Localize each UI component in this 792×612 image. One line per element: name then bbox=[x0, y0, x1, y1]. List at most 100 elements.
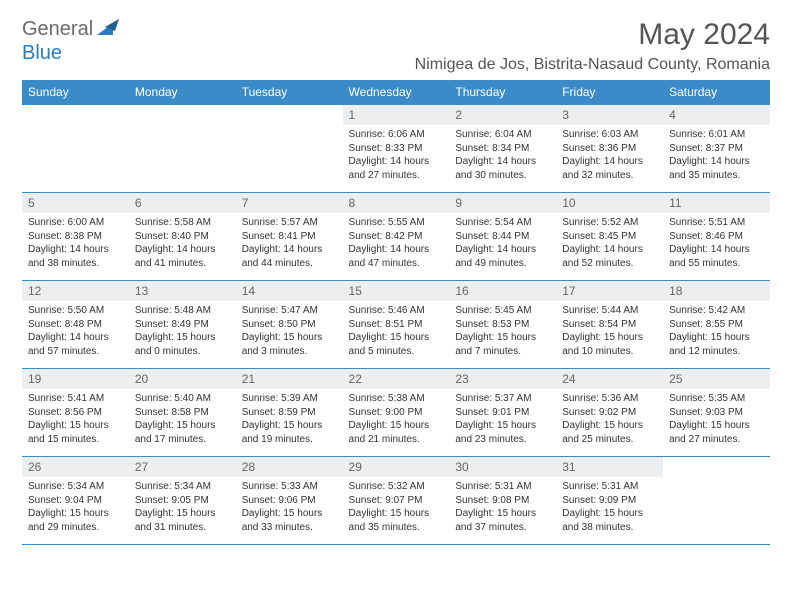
calendar-cell: 8Sunrise: 5:55 AMSunset: 8:42 PMDaylight… bbox=[343, 193, 450, 281]
day-number: 27 bbox=[129, 457, 236, 477]
calendar-cell: 19Sunrise: 5:41 AMSunset: 8:56 PMDayligh… bbox=[22, 369, 129, 457]
day-number: 25 bbox=[663, 369, 770, 389]
calendar-cell: 14Sunrise: 5:47 AMSunset: 8:50 PMDayligh… bbox=[236, 281, 343, 369]
day-number: 9 bbox=[449, 193, 556, 213]
day-number: 10 bbox=[556, 193, 663, 213]
calendar-row: 12Sunrise: 5:50 AMSunset: 8:48 PMDayligh… bbox=[22, 281, 770, 369]
day-number: 5 bbox=[22, 193, 129, 213]
calendar-cell: 4Sunrise: 6:01 AMSunset: 8:37 PMDaylight… bbox=[663, 105, 770, 193]
day-number: 2 bbox=[449, 105, 556, 125]
day-details: Sunrise: 5:58 AMSunset: 8:40 PMDaylight:… bbox=[129, 213, 236, 272]
day-details: Sunrise: 5:34 AMSunset: 9:04 PMDaylight:… bbox=[22, 477, 129, 536]
day-number: 23 bbox=[449, 369, 556, 389]
day-number: 1 bbox=[343, 105, 450, 125]
day-number: 30 bbox=[449, 457, 556, 477]
day-number: 26 bbox=[22, 457, 129, 477]
day-number: 18 bbox=[663, 281, 770, 301]
day-details: Sunrise: 5:44 AMSunset: 8:54 PMDaylight:… bbox=[556, 301, 663, 360]
day-number: 14 bbox=[236, 281, 343, 301]
day-number: 6 bbox=[129, 193, 236, 213]
day-details: Sunrise: 5:46 AMSunset: 8:51 PMDaylight:… bbox=[343, 301, 450, 360]
calendar-cell: 12Sunrise: 5:50 AMSunset: 8:48 PMDayligh… bbox=[22, 281, 129, 369]
day-details: Sunrise: 5:47 AMSunset: 8:50 PMDaylight:… bbox=[236, 301, 343, 360]
calendar-cell: 21Sunrise: 5:39 AMSunset: 8:59 PMDayligh… bbox=[236, 369, 343, 457]
day-details: Sunrise: 6:00 AMSunset: 8:38 PMDaylight:… bbox=[22, 213, 129, 272]
calendar-cell: 10Sunrise: 5:52 AMSunset: 8:45 PMDayligh… bbox=[556, 193, 663, 281]
calendar-cell: 11Sunrise: 5:51 AMSunset: 8:46 PMDayligh… bbox=[663, 193, 770, 281]
location-text: Nimigea de Jos, Bistrita-Nasaud County, … bbox=[22, 56, 770, 74]
calendar-cell bbox=[236, 105, 343, 193]
day-number: 16 bbox=[449, 281, 556, 301]
logo-triangle-icon bbox=[97, 19, 119, 40]
weekday-header: Thursday bbox=[449, 80, 556, 105]
calendar-cell: 2Sunrise: 6:04 AMSunset: 8:34 PMDaylight… bbox=[449, 105, 556, 193]
day-number: 28 bbox=[236, 457, 343, 477]
calendar-cell: 17Sunrise: 5:44 AMSunset: 8:54 PMDayligh… bbox=[556, 281, 663, 369]
day-number: 29 bbox=[343, 457, 450, 477]
day-details: Sunrise: 5:41 AMSunset: 8:56 PMDaylight:… bbox=[22, 389, 129, 448]
calendar-header-row: SundayMondayTuesdayWednesdayThursdayFrid… bbox=[22, 80, 770, 105]
calendar-cell: 5Sunrise: 6:00 AMSunset: 8:38 PMDaylight… bbox=[22, 193, 129, 281]
day-number: 3 bbox=[556, 105, 663, 125]
day-details: Sunrise: 5:52 AMSunset: 8:45 PMDaylight:… bbox=[556, 213, 663, 272]
calendar-cell: 25Sunrise: 5:35 AMSunset: 9:03 PMDayligh… bbox=[663, 369, 770, 457]
day-details: Sunrise: 5:38 AMSunset: 9:00 PMDaylight:… bbox=[343, 389, 450, 448]
day-number: 21 bbox=[236, 369, 343, 389]
calendar-cell: 24Sunrise: 5:36 AMSunset: 9:02 PMDayligh… bbox=[556, 369, 663, 457]
weekday-header: Sunday bbox=[22, 80, 129, 105]
day-details: Sunrise: 5:35 AMSunset: 9:03 PMDaylight:… bbox=[663, 389, 770, 448]
day-number: 17 bbox=[556, 281, 663, 301]
calendar-cell: 16Sunrise: 5:45 AMSunset: 8:53 PMDayligh… bbox=[449, 281, 556, 369]
day-details: Sunrise: 5:50 AMSunset: 8:48 PMDaylight:… bbox=[22, 301, 129, 360]
weekday-header: Friday bbox=[556, 80, 663, 105]
day-number: 4 bbox=[663, 105, 770, 125]
logo-text-general: General bbox=[22, 18, 93, 41]
calendar-cell: 13Sunrise: 5:48 AMSunset: 8:49 PMDayligh… bbox=[129, 281, 236, 369]
day-details: Sunrise: 5:39 AMSunset: 8:59 PMDaylight:… bbox=[236, 389, 343, 448]
day-details: Sunrise: 5:55 AMSunset: 8:42 PMDaylight:… bbox=[343, 213, 450, 272]
day-number: 11 bbox=[663, 193, 770, 213]
day-number: 20 bbox=[129, 369, 236, 389]
header: General May 2024 bbox=[22, 18, 770, 52]
calendar-cell: 20Sunrise: 5:40 AMSunset: 8:58 PMDayligh… bbox=[129, 369, 236, 457]
calendar-cell: 23Sunrise: 5:37 AMSunset: 9:01 PMDayligh… bbox=[449, 369, 556, 457]
day-details: Sunrise: 5:32 AMSunset: 9:07 PMDaylight:… bbox=[343, 477, 450, 536]
calendar-cell: 1Sunrise: 6:06 AMSunset: 8:33 PMDaylight… bbox=[343, 105, 450, 193]
day-details: Sunrise: 6:04 AMSunset: 8:34 PMDaylight:… bbox=[449, 125, 556, 184]
calendar-cell bbox=[129, 105, 236, 193]
day-number: 13 bbox=[129, 281, 236, 301]
calendar-row: 26Sunrise: 5:34 AMSunset: 9:04 PMDayligh… bbox=[22, 457, 770, 545]
day-details: Sunrise: 5:36 AMSunset: 9:02 PMDaylight:… bbox=[556, 389, 663, 448]
calendar-row: 1Sunrise: 6:06 AMSunset: 8:33 PMDaylight… bbox=[22, 105, 770, 193]
day-number: 7 bbox=[236, 193, 343, 213]
day-details: Sunrise: 5:40 AMSunset: 8:58 PMDaylight:… bbox=[129, 389, 236, 448]
calendar-cell bbox=[663, 457, 770, 545]
calendar-cell bbox=[22, 105, 129, 193]
day-details: Sunrise: 6:01 AMSunset: 8:37 PMDaylight:… bbox=[663, 125, 770, 184]
logo: General bbox=[22, 18, 121, 41]
day-details: Sunrise: 5:45 AMSunset: 8:53 PMDaylight:… bbox=[449, 301, 556, 360]
calendar-cell: 7Sunrise: 5:57 AMSunset: 8:41 PMDaylight… bbox=[236, 193, 343, 281]
day-details: Sunrise: 5:34 AMSunset: 9:05 PMDaylight:… bbox=[129, 477, 236, 536]
day-number: 31 bbox=[556, 457, 663, 477]
calendar-cell: 6Sunrise: 5:58 AMSunset: 8:40 PMDaylight… bbox=[129, 193, 236, 281]
day-details: Sunrise: 5:54 AMSunset: 8:44 PMDaylight:… bbox=[449, 213, 556, 272]
weekday-header: Saturday bbox=[663, 80, 770, 105]
page-title: May 2024 bbox=[638, 18, 770, 52]
day-details: Sunrise: 5:42 AMSunset: 8:55 PMDaylight:… bbox=[663, 301, 770, 360]
day-number: 12 bbox=[22, 281, 129, 301]
calendar-cell: 30Sunrise: 5:31 AMSunset: 9:08 PMDayligh… bbox=[449, 457, 556, 545]
calendar-row: 5Sunrise: 6:00 AMSunset: 8:38 PMDaylight… bbox=[22, 193, 770, 281]
calendar-cell: 9Sunrise: 5:54 AMSunset: 8:44 PMDaylight… bbox=[449, 193, 556, 281]
calendar-cell: 27Sunrise: 5:34 AMSunset: 9:05 PMDayligh… bbox=[129, 457, 236, 545]
day-number: 15 bbox=[343, 281, 450, 301]
calendar-table: SundayMondayTuesdayWednesdayThursdayFrid… bbox=[22, 80, 770, 545]
day-details: Sunrise: 5:31 AMSunset: 9:09 PMDaylight:… bbox=[556, 477, 663, 536]
calendar-row: 19Sunrise: 5:41 AMSunset: 8:56 PMDayligh… bbox=[22, 369, 770, 457]
day-details: Sunrise: 5:33 AMSunset: 9:06 PMDaylight:… bbox=[236, 477, 343, 536]
day-details: Sunrise: 5:48 AMSunset: 8:49 PMDaylight:… bbox=[129, 301, 236, 360]
calendar-cell: 31Sunrise: 5:31 AMSunset: 9:09 PMDayligh… bbox=[556, 457, 663, 545]
day-number: 19 bbox=[22, 369, 129, 389]
calendar-cell: 3Sunrise: 6:03 AMSunset: 8:36 PMDaylight… bbox=[556, 105, 663, 193]
weekday-header: Tuesday bbox=[236, 80, 343, 105]
